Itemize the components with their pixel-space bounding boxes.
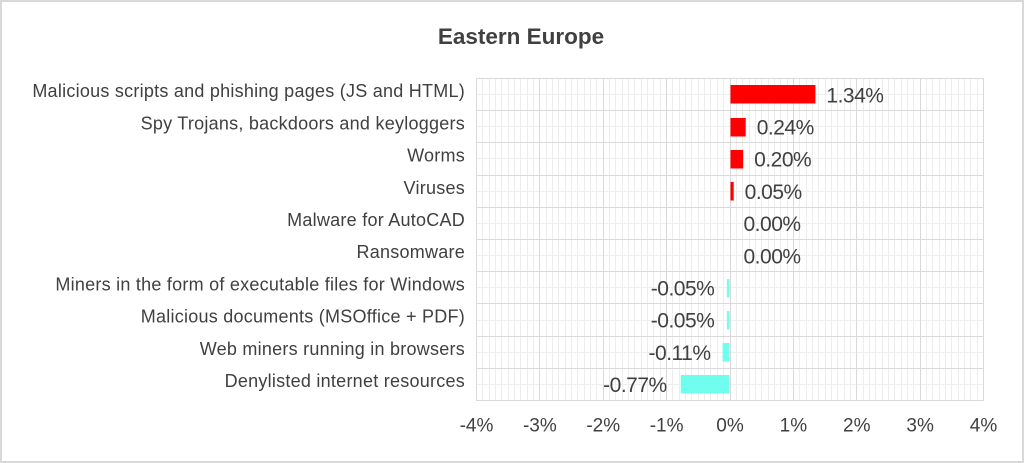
svg-text:Spy Trojans, backdoors and key: Spy Trojans, backdoors and keyloggers — [141, 113, 465, 133]
svg-text:1.34%: 1.34% — [826, 84, 883, 107]
svg-text:Web miners running in browsers: Web miners running in browsers — [200, 339, 465, 359]
svg-text:0%: 0% — [716, 416, 744, 437]
svg-text:0.24%: 0.24% — [757, 117, 814, 140]
svg-text:Malicious scripts and phishing: Malicious scripts and phishing pages (JS… — [32, 81, 465, 101]
svg-text:Malicious documents (MSOffice: Malicious documents (MSOffice + PDF) — [141, 307, 465, 327]
svg-text:-0.11%: -0.11% — [649, 342, 711, 365]
svg-text:Ransomware: Ransomware — [356, 242, 465, 262]
svg-text:-0.05%: -0.05% — [651, 278, 715, 301]
svg-text:Miners in the form of executab: Miners in the form of executable files f… — [55, 274, 465, 294]
svg-text:1%: 1% — [780, 416, 808, 437]
svg-text:-3%: -3% — [523, 416, 557, 437]
svg-text:2%: 2% — [843, 416, 871, 437]
svg-text:-0.05%: -0.05% — [651, 310, 715, 333]
svg-text:4%: 4% — [970, 416, 998, 437]
svg-text:Viruses: Viruses — [404, 178, 465, 198]
svg-text:Denylisted internet resources: Denylisted internet resources — [225, 371, 465, 391]
svg-text:Worms: Worms — [407, 146, 465, 166]
svg-text:Malware for AutoCAD: Malware for AutoCAD — [287, 210, 465, 230]
svg-text:0.05%: 0.05% — [745, 181, 802, 204]
svg-text:-4%: -4% — [460, 416, 494, 437]
svg-text:0.00%: 0.00% — [744, 213, 801, 236]
svg-text:Eastern Europe: Eastern Europe — [438, 24, 604, 49]
svg-text:0.00%: 0.00% — [744, 245, 801, 268]
svg-text:3%: 3% — [906, 416, 934, 437]
svg-text:-0.77%: -0.77% — [603, 374, 667, 397]
svg-text:-2%: -2% — [586, 416, 620, 437]
svg-text:-1%: -1% — [650, 416, 684, 437]
svg-text:0.20%: 0.20% — [754, 149, 811, 172]
